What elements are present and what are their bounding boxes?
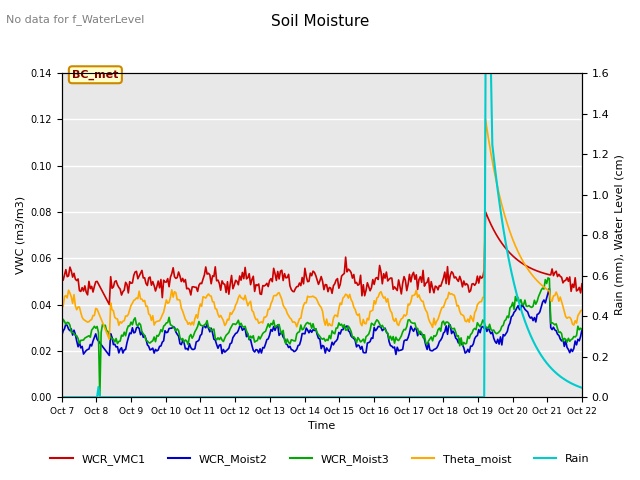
Y-axis label: VWC (m3/m3): VWC (m3/m3) (15, 196, 25, 274)
Legend: WCR_VMC1, WCR_Moist2, WCR_Moist3, Theta_moist, Rain: WCR_VMC1, WCR_Moist2, WCR_Moist3, Theta_… (46, 450, 594, 469)
Text: No data for f_WaterLevel: No data for f_WaterLevel (6, 14, 145, 25)
Text: Soil Moisture: Soil Moisture (271, 14, 369, 29)
Y-axis label: Rain (mm), Water Level (cm): Rain (mm), Water Level (cm) (615, 155, 625, 315)
X-axis label: Time: Time (308, 421, 335, 432)
Text: BC_met: BC_met (72, 70, 118, 80)
